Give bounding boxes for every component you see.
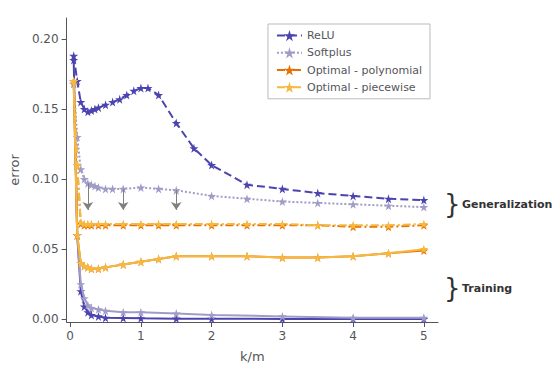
- svg-text:1: 1: [137, 329, 145, 343]
- svg-text:Optimal - polynomial: Optimal - polynomial: [307, 64, 422, 77]
- svg-text:0.00: 0.00: [32, 312, 59, 326]
- svg-text:5: 5: [420, 329, 428, 343]
- svg-text:}: }: [444, 273, 461, 303]
- svg-text:0.15: 0.15: [32, 102, 59, 116]
- svg-text:Training: Training: [462, 282, 512, 295]
- svg-text:0: 0: [66, 329, 74, 343]
- svg-text:k/m: k/m: [240, 349, 265, 364]
- svg-text:3: 3: [279, 329, 287, 343]
- svg-text:2: 2: [208, 329, 216, 343]
- svg-text:0.05: 0.05: [32, 242, 59, 256]
- svg-text:ReLU: ReLU: [307, 29, 335, 42]
- svg-text:Optimal - piecewise: Optimal - piecewise: [307, 81, 416, 94]
- svg-text:0.10: 0.10: [32, 172, 59, 186]
- svg-text:4: 4: [349, 329, 357, 343]
- svg-text:Softplus: Softplus: [307, 46, 352, 59]
- svg-text:}: }: [444, 189, 461, 219]
- svg-text:0.20: 0.20: [32, 32, 59, 46]
- svg-text:error: error: [7, 154, 22, 186]
- svg-text:Generalization: Generalization: [462, 198, 552, 211]
